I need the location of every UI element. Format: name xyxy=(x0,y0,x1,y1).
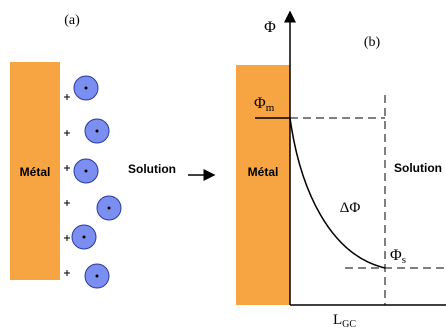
diagram: (a) Métal Solution Métal Φ (b) Φm ΔΦ Φs … xyxy=(0,0,446,334)
panel-label: (b) xyxy=(364,35,381,50)
charges xyxy=(64,94,70,276)
symbol: Φ xyxy=(254,95,266,112)
phi-s-label: Φs xyxy=(390,247,406,266)
delta-phi-label: ΔΦ xyxy=(340,200,361,216)
solution-label: Solution xyxy=(394,161,442,175)
potential-curve xyxy=(290,118,385,268)
panel-label: (a) xyxy=(64,13,80,28)
subscript: s xyxy=(402,254,406,266)
solution-label: Solution xyxy=(128,162,176,176)
x-axis-label: LGC xyxy=(333,312,356,330)
metal-label: Métal xyxy=(248,165,279,179)
ions xyxy=(72,76,121,288)
metal-label: Métal xyxy=(20,165,51,179)
symbol: Φ xyxy=(390,247,402,264)
y-axis-label: Φ xyxy=(264,19,276,36)
subscript: m xyxy=(266,102,275,114)
subscript: GC xyxy=(342,319,356,330)
symbol: L xyxy=(333,312,342,328)
